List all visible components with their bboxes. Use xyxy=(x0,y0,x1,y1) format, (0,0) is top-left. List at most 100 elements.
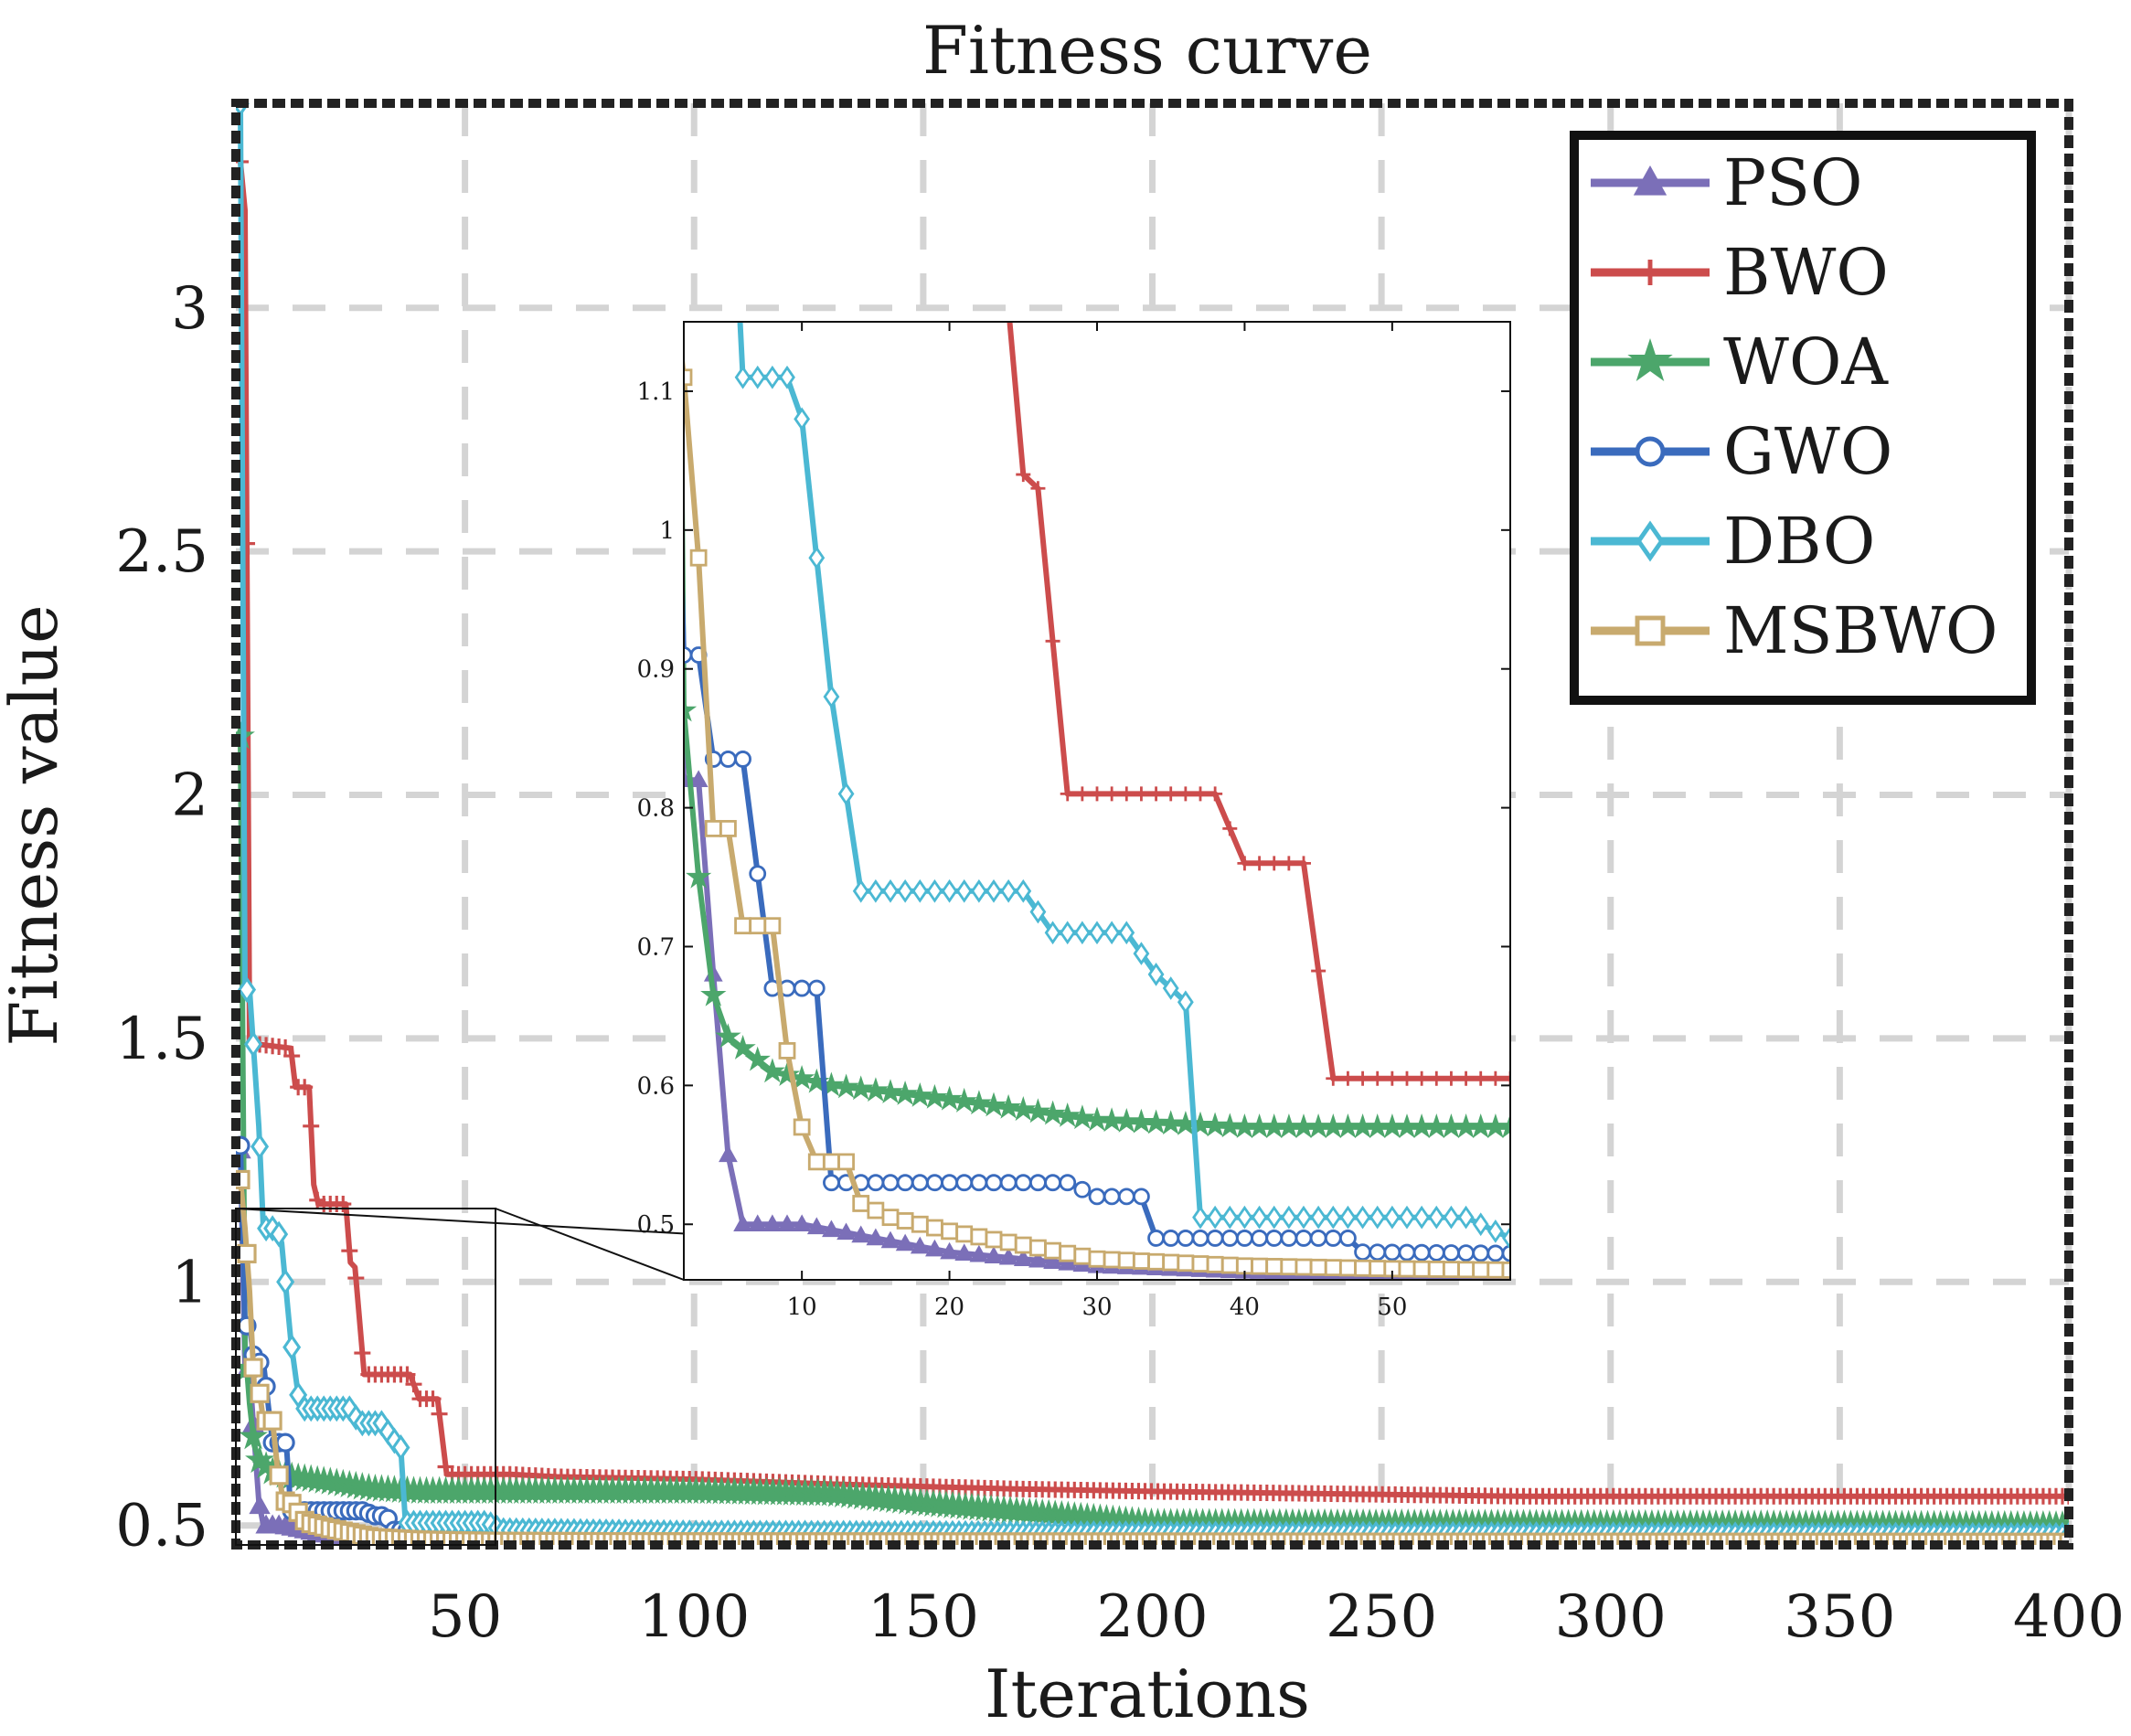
series-point-bwo xyxy=(1090,786,1104,802)
series-point-dbo xyxy=(1413,1205,1431,1230)
series-point-bwo xyxy=(277,1038,294,1056)
y-tick-label: 0.5 xyxy=(115,1493,208,1560)
series-point-gwo xyxy=(1427,1243,1445,1262)
series-point-woa xyxy=(1025,1098,1051,1124)
series-point-dbo xyxy=(1059,921,1076,945)
series-point-dbo xyxy=(970,879,987,903)
series-point-gwo xyxy=(807,979,826,997)
series-point-pso xyxy=(836,1222,856,1241)
series-point-gwo xyxy=(1412,1243,1431,1262)
zoom-region-box xyxy=(235,1208,496,1546)
legend-items: PSO BWO WOA GWO DBO MSBWO xyxy=(1591,145,1998,668)
series-point-gwo xyxy=(911,1174,929,1192)
series-point-gwo xyxy=(1369,1243,1387,1262)
series-point-dbo xyxy=(926,879,943,903)
series-point-msbwo xyxy=(985,1230,1003,1249)
series-point-bwo xyxy=(1163,786,1178,802)
series-point-pso xyxy=(954,1243,975,1261)
series-point-msbwo xyxy=(1501,1261,1510,1279)
series-point-msbwo xyxy=(823,1153,840,1171)
series-point-bwo xyxy=(1177,786,1193,802)
series-point-msbwo xyxy=(1427,1261,1445,1278)
series-point-gwo xyxy=(1443,1244,1460,1262)
series-point-woa xyxy=(892,1081,919,1105)
series-point-gwo xyxy=(867,1174,885,1192)
series-point-bwo xyxy=(1104,786,1120,802)
series-point-pso xyxy=(806,1217,826,1235)
series-point-gwo xyxy=(1486,1244,1505,1262)
series-point-dbo xyxy=(1118,921,1135,945)
zoom-connector-top xyxy=(495,1208,685,1281)
series-point-pso xyxy=(851,1225,871,1243)
series-point-dbo xyxy=(1472,1212,1489,1237)
series-point-gwo xyxy=(1133,1188,1150,1206)
series-point-msbwo xyxy=(269,1465,289,1486)
legend-item-dbo: DBO xyxy=(1591,504,1875,579)
series-point-pso xyxy=(925,1239,944,1257)
x-tick-label: 100 xyxy=(638,1583,750,1651)
series-point-dbo xyxy=(1192,1205,1209,1230)
series-point-msbwo xyxy=(1280,1258,1298,1276)
series-point-dbo xyxy=(1428,1205,1445,1230)
series-point-bwo xyxy=(1355,1070,1370,1086)
series-point-bwo xyxy=(1266,856,1282,871)
series-point-dbo xyxy=(1383,1205,1401,1230)
series-point-gwo xyxy=(719,751,737,768)
series-point-bwo xyxy=(341,1242,358,1260)
series-point-pso xyxy=(880,1230,900,1249)
series-point-msbwo xyxy=(1133,1252,1150,1270)
series-point-woa xyxy=(686,863,712,889)
series-point-pso xyxy=(910,1236,930,1254)
series-point-dbo xyxy=(734,365,751,389)
series-point-woa xyxy=(833,1073,859,1099)
inset-tick-labels: 10 20 30 40 50 0.5 0.6 0.7 0.8 0.9 1 1.1 xyxy=(637,322,1510,1321)
series-point-pso xyxy=(998,1247,1018,1265)
legend-label-woa: WOA xyxy=(1723,325,1889,399)
series-point-dbo xyxy=(238,976,257,1004)
series-point-msbwo xyxy=(1220,1256,1239,1274)
series-point-msbwo xyxy=(734,917,751,935)
series-point-pso xyxy=(940,1241,959,1260)
legend-marker-pso xyxy=(1633,165,1668,196)
series-point-woa xyxy=(907,1081,933,1107)
series-point-gwo xyxy=(881,1174,900,1192)
series-point-woa xyxy=(862,1077,889,1102)
series-point-woa xyxy=(847,1075,874,1101)
x-axis-label: Iterations xyxy=(985,1656,1310,1732)
legend-label-bwo: BWO xyxy=(1723,235,1889,310)
series-point-bwo xyxy=(1193,786,1208,802)
series-point-msbwo xyxy=(719,819,737,837)
series-point-bwo xyxy=(1400,1070,1414,1086)
series-point-pso xyxy=(1058,1252,1078,1271)
series-point-msbwo xyxy=(793,1118,811,1136)
series-point-gwo xyxy=(1044,1174,1061,1192)
series-point-dbo xyxy=(749,365,766,389)
series-point-msbwo xyxy=(807,1153,826,1171)
series-point-dbo xyxy=(852,879,869,903)
series-point-gwo xyxy=(1147,1230,1165,1247)
series-point-dbo xyxy=(882,879,899,903)
series-point-dbo xyxy=(1177,990,1194,1015)
series-point-woa xyxy=(1497,1113,1510,1138)
series-point-woa xyxy=(936,1085,963,1111)
series-point-msbwo xyxy=(689,548,708,567)
series-point-bwo xyxy=(399,1366,416,1383)
series-point-msbwo xyxy=(1443,1261,1460,1279)
series-point-pso xyxy=(748,1214,768,1232)
series-point-dbo xyxy=(270,1220,289,1248)
series-point-bwo xyxy=(354,1345,371,1362)
inset-x-tick-label: 40 xyxy=(1230,1294,1260,1321)
series-point-woa xyxy=(922,1083,948,1109)
series-point-gwo xyxy=(1088,1188,1106,1206)
series-point-dbo xyxy=(1502,1226,1510,1251)
series-point-bwo xyxy=(296,1079,314,1096)
series-point-msbwo xyxy=(1103,1251,1121,1269)
series-point-woa xyxy=(996,1093,1022,1119)
series-point-gwo xyxy=(1251,1230,1268,1247)
series-point-msbwo xyxy=(896,1212,914,1230)
series-point-woa xyxy=(730,1035,756,1060)
series-point-gwo xyxy=(823,1174,840,1192)
legend-label-msbwo: MSBWO xyxy=(1723,593,1998,668)
series-point-msbwo xyxy=(684,368,693,387)
